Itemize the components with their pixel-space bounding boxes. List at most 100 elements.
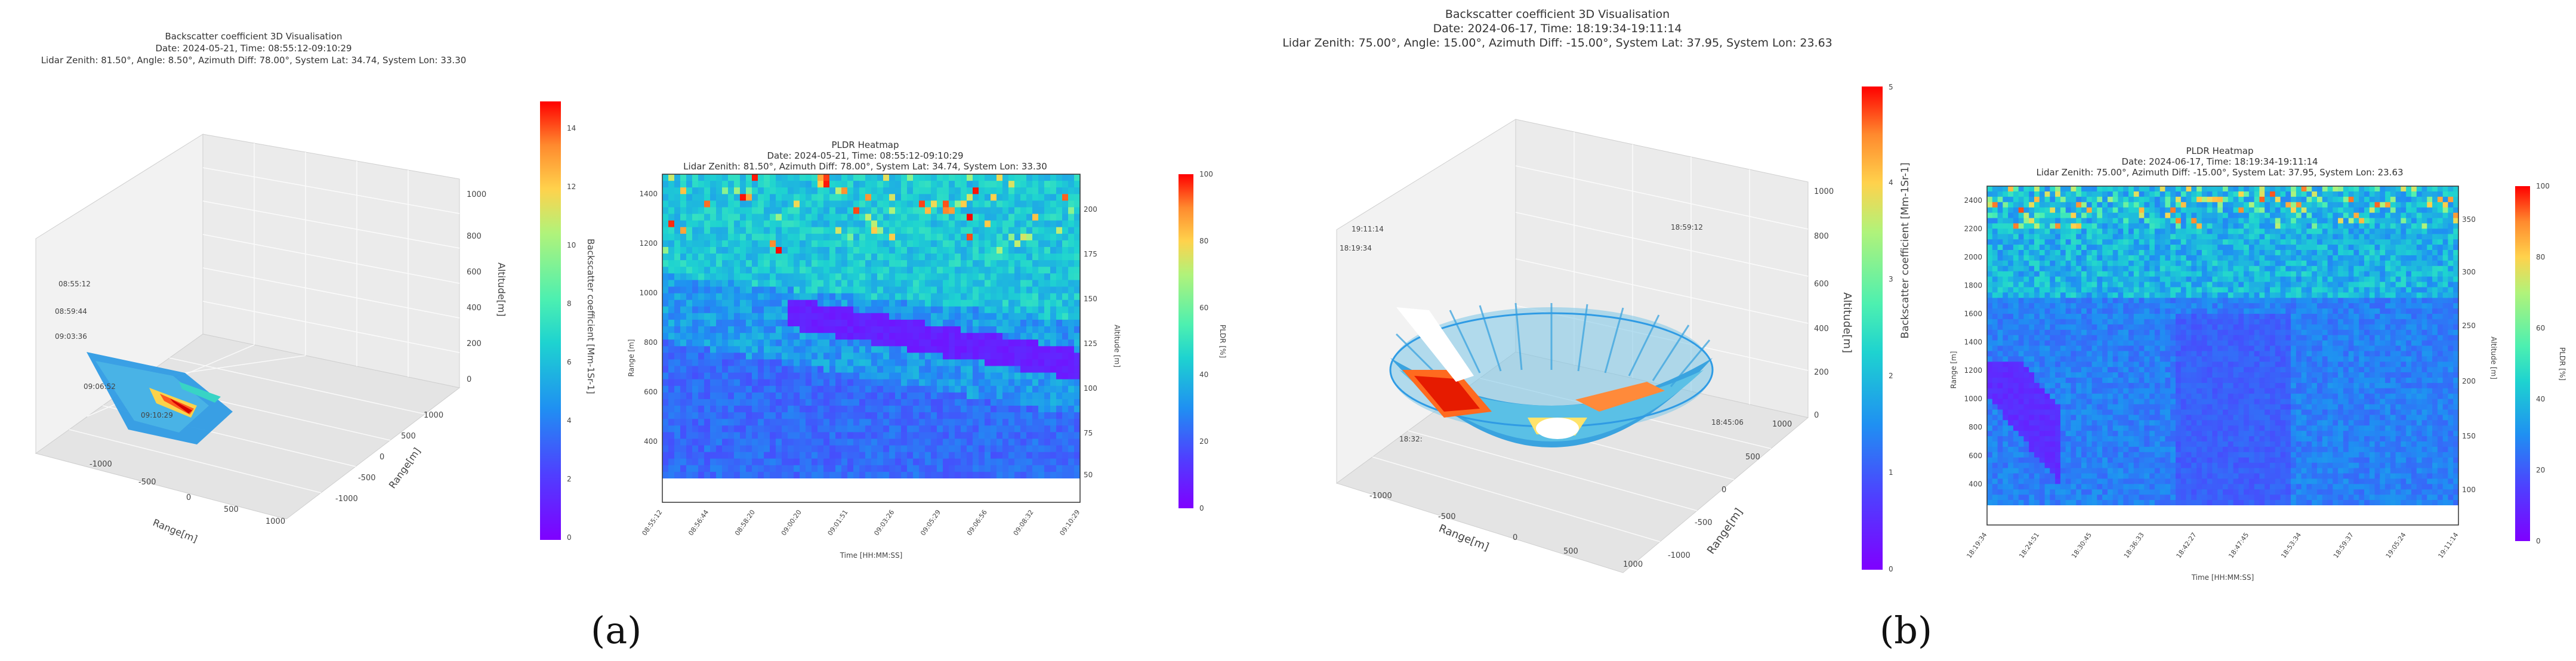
heatmap-cell [698,227,705,234]
heatmap-cell [1992,462,1998,469]
heatmap-cell [722,465,729,472]
heatmap-cell [2055,393,2061,400]
heatmap-cell [800,227,806,234]
heatmap-cell [1020,286,1027,294]
heatmap-cell [1044,458,1051,466]
heatmap-cell [680,412,687,419]
heatmap-cell [1008,353,1015,360]
x-tick-label: 08:58:20 [733,508,757,537]
heatmap-cell [2081,218,2087,224]
heatmap-cell [823,187,830,194]
heatmap-cell [728,385,735,393]
heatmap-cell [788,240,794,248]
heatmap-cell [2018,478,2025,484]
chart-a-3d-colorbar-ticks: 0 2 4 6 8 10 12 14 [567,124,576,542]
heatmap-cell [2003,388,2009,394]
heatmap-cell [871,359,878,367]
heatmap-cell [847,254,854,261]
heatmap-cell [2123,457,2129,464]
heatmap-cell [1044,353,1051,360]
heatmap-cell [2008,303,2014,309]
heatmap-cell [2107,382,2114,389]
heatmap-cell [847,465,854,472]
heatmap-cell [877,412,884,419]
heatmap-cell [1014,200,1021,208]
heatmap-cell [2023,356,2029,362]
heatmap-cell [955,240,961,248]
heatmap-cell [716,406,723,413]
heatmap-cell [925,273,931,280]
heatmap-cell [1056,220,1063,228]
heatmap-cell [2102,186,2108,192]
heatmap-cell [907,333,914,340]
chart-a-3d-z-ticks: 0 200 400 600 800 1000 [467,190,486,384]
heatmap-cell [2086,340,2093,347]
heatmap-cell [2003,495,2009,501]
heatmap-cell [871,452,878,459]
heatmap-cell [734,260,741,267]
heatmap-cell [2060,388,2066,394]
heatmap-cell [2107,362,2114,367]
heatmap-cell [835,438,842,446]
chart-a-3d: Backscatter coefficient 3D Visualisation… [35,31,596,545]
heatmap-cell [1002,399,1009,406]
heatmap-cell [770,174,776,181]
heatmap-cell [716,240,723,248]
heatmap-cell [788,399,794,406]
heatmap-cell [698,452,705,459]
heatmap-cell [2065,287,2072,293]
heatmap-cell [788,233,794,241]
heatmap-cell [764,419,770,426]
heatmap-cell [746,174,752,181]
heatmap-cell [2023,378,2029,384]
heatmap-cell [2097,324,2103,330]
heatmap-cell [1987,468,1993,474]
heatmap-cell [841,465,848,472]
heatmap-cell [728,419,735,426]
heatmap-cell [722,313,729,320]
heatmap-cell [734,471,741,479]
heatmap-cell [835,346,842,353]
heatmap-cell [1014,465,1021,472]
heatmap-cell [1038,254,1045,261]
heatmap-cell [865,419,872,426]
heatmap-cell [943,458,949,466]
heatmap-cell [710,326,717,333]
heatmap-cell [913,392,920,400]
heatmap-cell [686,273,693,280]
heatmap-cell [674,214,681,221]
heatmap-cell [865,379,872,387]
heatmap-cell [1050,293,1057,301]
heatmap-cell [2003,500,2009,506]
heatmap-cell [752,346,758,353]
heatmap-cell [967,379,973,387]
heatmap-cell [2102,245,2108,251]
heatmap-cell [2023,308,2029,314]
heatmap-cell [746,280,752,288]
heatmap-cell [877,379,884,387]
heatmap-cell [835,306,842,314]
heatmap-cell [704,200,711,208]
heatmap-cell [943,359,949,367]
heatmap-cell [1002,214,1009,221]
heatmap-cell [1002,220,1009,228]
heatmap-cell [674,333,681,340]
y-tick-label: 1400 [639,190,658,198]
heatmap-cell [2013,329,2019,336]
heatmap-cell [925,346,931,353]
heatmap-cell [991,267,997,274]
heatmap-cell [901,392,908,400]
heatmap-cell [800,254,806,261]
heatmap-cell [823,273,830,280]
heatmap-cell [800,425,806,433]
heatmap-cell [686,240,693,248]
heatmap-cell [770,353,776,360]
heatmap-cell [853,240,860,248]
heatmap-cell [1992,245,1998,251]
heatmap-cell [812,445,818,453]
heatmap-cell [812,220,818,228]
heatmap-cell [2018,292,2025,298]
heatmap-cell [2044,362,2050,367]
heatmap-cell [1008,200,1015,208]
heatmap-cell [674,200,681,208]
